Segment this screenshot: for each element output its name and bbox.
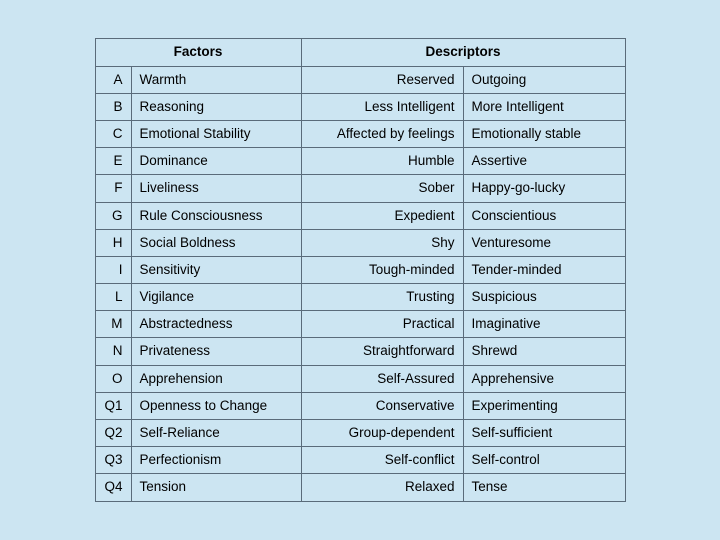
- table-row: AWarmthReservedOutgoing: [95, 66, 625, 93]
- descriptor-low: Less Intelligent: [301, 93, 463, 120]
- factor-code: Q1: [95, 392, 131, 419]
- table-body: AWarmthReservedOutgoingBReasoningLess In…: [95, 66, 625, 501]
- table-row: LVigilanceTrustingSuspicious: [95, 284, 625, 311]
- descriptor-low: Trusting: [301, 284, 463, 311]
- descriptor-low: Humble: [301, 148, 463, 175]
- descriptor-low: Self-conflict: [301, 447, 463, 474]
- factor-code: O: [95, 365, 131, 392]
- table-row: MAbstractednessPracticalImaginative: [95, 311, 625, 338]
- factor-code: B: [95, 93, 131, 120]
- descriptor-high: Suspicious: [463, 284, 625, 311]
- factor-name: Abstractedness: [131, 311, 301, 338]
- descriptor-high: Assertive: [463, 148, 625, 175]
- factor-code: M: [95, 311, 131, 338]
- descriptor-low: Straightforward: [301, 338, 463, 365]
- table-header-row: Factors Descriptors: [95, 39, 625, 66]
- descriptor-low: Affected by feelings: [301, 120, 463, 147]
- factor-name: Privateness: [131, 338, 301, 365]
- table-row: NPrivatenessStraightforwardShrewd: [95, 338, 625, 365]
- table-row: Q1Openness to ChangeConservativeExperime…: [95, 392, 625, 419]
- factor-name: Sensitivity: [131, 256, 301, 283]
- descriptor-high: Apprehensive: [463, 365, 625, 392]
- factor-name: Warmth: [131, 66, 301, 93]
- descriptor-high: Happy-go-lucky: [463, 175, 625, 202]
- factor-name: Reasoning: [131, 93, 301, 120]
- table-row: BReasoningLess IntelligentMore Intellige…: [95, 93, 625, 120]
- table-row: HSocial BoldnessShyVenturesome: [95, 229, 625, 256]
- factor-code: I: [95, 256, 131, 283]
- descriptor-high: Imaginative: [463, 311, 625, 338]
- factor-name: Rule Consciousness: [131, 202, 301, 229]
- descriptor-low: Relaxed: [301, 474, 463, 501]
- descriptor-high: Self-control: [463, 447, 625, 474]
- factor-code: G: [95, 202, 131, 229]
- personality-factors-table: Factors Descriptors AWarmthReservedOutgo…: [95, 38, 626, 501]
- factor-code: Q4: [95, 474, 131, 501]
- descriptor-high: More Intelligent: [463, 93, 625, 120]
- factor-name: Dominance: [131, 148, 301, 175]
- descriptor-high: Tense: [463, 474, 625, 501]
- table-row: CEmotional StabilityAffected by feelings…: [95, 120, 625, 147]
- descriptor-low: Tough-minded: [301, 256, 463, 283]
- factor-code: C: [95, 120, 131, 147]
- table-row: Q2Self-RelianceGroup-dependentSelf-suffi…: [95, 420, 625, 447]
- factor-code: A: [95, 66, 131, 93]
- table-row: ISensitivityTough-mindedTender-minded: [95, 256, 625, 283]
- factor-name: Emotional Stability: [131, 120, 301, 147]
- factor-name: Liveliness: [131, 175, 301, 202]
- table-row: EDominanceHumbleAssertive: [95, 148, 625, 175]
- factor-name: Social Boldness: [131, 229, 301, 256]
- table-row: GRule ConsciousnessExpedientConscientiou…: [95, 202, 625, 229]
- table-row: Q3PerfectionismSelf-conflictSelf-control: [95, 447, 625, 474]
- table-row: Q4TensionRelaxedTense: [95, 474, 625, 501]
- descriptor-low: Shy: [301, 229, 463, 256]
- descriptor-low: Expedient: [301, 202, 463, 229]
- factor-code: N: [95, 338, 131, 365]
- descriptor-low: Reserved: [301, 66, 463, 93]
- factor-name: Vigilance: [131, 284, 301, 311]
- descriptor-low: Self-Assured: [301, 365, 463, 392]
- factor-name: Openness to Change: [131, 392, 301, 419]
- descriptor-low: Conservative: [301, 392, 463, 419]
- factor-code: Q2: [95, 420, 131, 447]
- header-descriptors: Descriptors: [301, 39, 625, 66]
- descriptor-high: Outgoing: [463, 66, 625, 93]
- descriptor-high: Venturesome: [463, 229, 625, 256]
- factor-name: Apprehension: [131, 365, 301, 392]
- factor-name: Perfectionism: [131, 447, 301, 474]
- factor-name: Self-Reliance: [131, 420, 301, 447]
- descriptor-high: Conscientious: [463, 202, 625, 229]
- factor-name: Tension: [131, 474, 301, 501]
- factor-code: H: [95, 229, 131, 256]
- descriptor-low: Practical: [301, 311, 463, 338]
- table-row: OApprehensionSelf-AssuredApprehensive: [95, 365, 625, 392]
- descriptor-high: Self-sufficient: [463, 420, 625, 447]
- factor-code: Q3: [95, 447, 131, 474]
- descriptor-low: Sober: [301, 175, 463, 202]
- factor-code: F: [95, 175, 131, 202]
- descriptor-high: Shrewd: [463, 338, 625, 365]
- table-row: FLivelinessSoberHappy-go-lucky: [95, 175, 625, 202]
- header-factors: Factors: [95, 39, 301, 66]
- descriptor-high: Experimenting: [463, 392, 625, 419]
- descriptor-high: Tender-minded: [463, 256, 625, 283]
- factor-code: E: [95, 148, 131, 175]
- descriptor-low: Group-dependent: [301, 420, 463, 447]
- descriptor-high: Emotionally stable: [463, 120, 625, 147]
- factor-code: L: [95, 284, 131, 311]
